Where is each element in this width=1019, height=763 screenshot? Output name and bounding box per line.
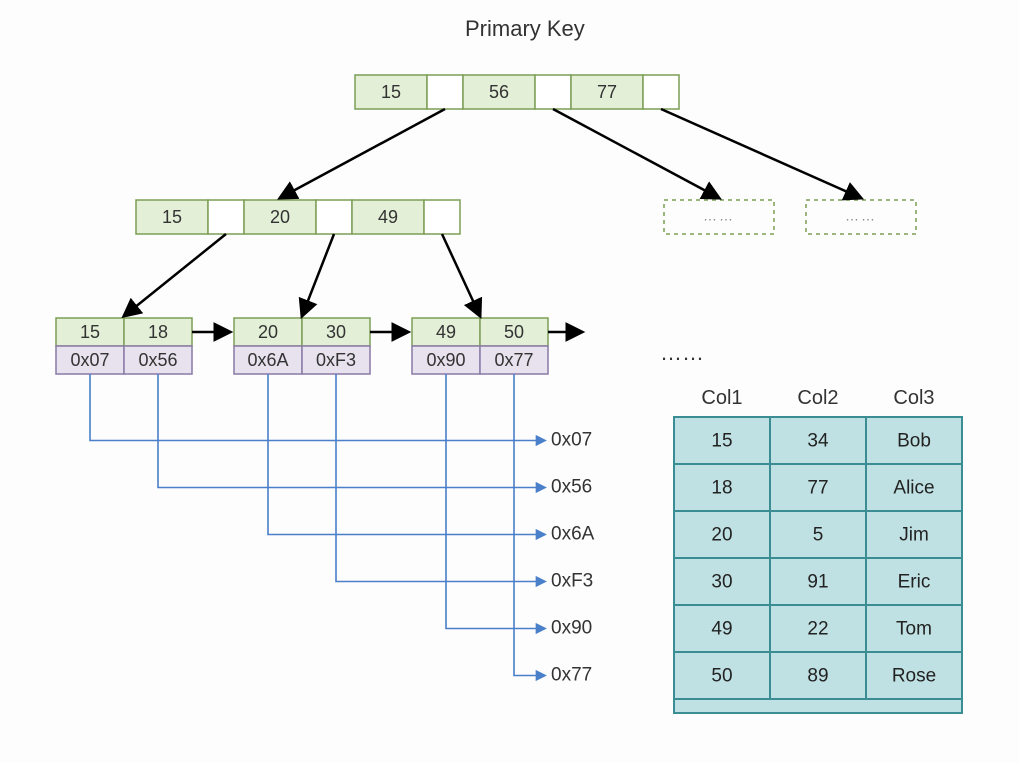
diagram-title: Primary Key — [465, 16, 585, 41]
table-cell-value: 34 — [807, 431, 829, 452]
table-cell-value: 18 — [711, 478, 732, 499]
row-address-label: 0x56 — [551, 477, 592, 498]
internal-key-value: 49 — [378, 207, 398, 227]
pointer-leaf-to-row — [268, 374, 545, 535]
leaf-key-value: 18 — [148, 322, 168, 342]
placeholder-text: …… — [845, 208, 877, 224]
arrow-internal-to-leaf — [442, 234, 480, 316]
table-cell-value: 49 — [711, 619, 732, 640]
leaf-addr-value: 0x56 — [138, 350, 177, 370]
leaf-key-value: 30 — [326, 322, 346, 342]
arrow-internal-to-leaf — [302, 234, 334, 316]
table-cell-value: 20 — [711, 525, 732, 546]
pointer-leaf-to-row — [158, 374, 545, 488]
table-cell-value: Rose — [892, 666, 936, 687]
root-key-value: 15 — [381, 82, 401, 102]
table-header: Col1 — [701, 387, 742, 409]
table-cell-value: Alice — [893, 478, 934, 499]
row-address-label: 0x90 — [551, 618, 592, 639]
table-cell-value: Tom — [896, 619, 932, 640]
root-ptr-cell — [427, 75, 463, 109]
arrow-root-to-placeholder — [553, 109, 719, 198]
table-cell-value: 91 — [807, 572, 828, 593]
row-address-label: 0xF3 — [551, 571, 593, 592]
table-cell-value: Jim — [899, 525, 929, 546]
ellipsis-text: …… — [660, 340, 704, 365]
row-address-label: 0x07 — [551, 430, 592, 451]
leaf-addr-value: 0xF3 — [316, 350, 356, 370]
table-cell-value: 30 — [711, 572, 732, 593]
internal-ptr-cell — [208, 200, 244, 234]
table-cell-value: Eric — [898, 572, 931, 593]
root-key-value: 77 — [597, 82, 617, 102]
row-address-label: 0x6A — [551, 524, 595, 545]
table-trailing — [674, 699, 962, 713]
table-cell-value: 5 — [813, 525, 824, 546]
table-cell-value: 15 — [711, 431, 732, 452]
table-header: Col3 — [893, 387, 934, 409]
table-cell-value: 89 — [807, 666, 828, 687]
leaf-addr-value: 0x90 — [426, 350, 465, 370]
pointer-leaf-to-row — [514, 374, 545, 676]
placeholder-text: …… — [703, 208, 735, 224]
btree-diagram: Primary Key 15 56 77 15 20 49 …… …… 15 0x07 18 0x56 2… — [0, 0, 1019, 763]
root-key-value: 56 — [489, 82, 509, 102]
leaf-key-value: 49 — [436, 322, 456, 342]
leaf-key-value: 15 — [80, 322, 100, 342]
leaf-key-value: 20 — [258, 322, 278, 342]
internal-key-value: 20 — [270, 207, 290, 227]
leaf-addr-value: 0x6A — [247, 350, 288, 370]
table-cell-value: 22 — [807, 619, 828, 640]
arrow-root-to-placeholder — [661, 109, 861, 198]
leaf-addr-value: 0x77 — [494, 350, 533, 370]
internal-ptr-cell — [424, 200, 460, 234]
table-cell-value: Bob — [897, 431, 931, 452]
arrow-root-to-internal — [280, 109, 445, 198]
root-ptr-cell — [643, 75, 679, 109]
leaf-addr-value: 0x07 — [70, 350, 109, 370]
internal-key-value: 15 — [162, 207, 182, 227]
pointer-leaf-to-row — [446, 374, 545, 629]
internal-ptr-cell — [316, 200, 352, 234]
root-ptr-cell — [535, 75, 571, 109]
table-cell-value: 77 — [807, 478, 828, 499]
arrow-internal-to-leaf — [124, 234, 226, 316]
leaf-key-value: 50 — [504, 322, 524, 342]
row-address-label: 0x77 — [551, 665, 592, 686]
table-header: Col2 — [797, 387, 838, 409]
table-cell-value: 50 — [711, 666, 732, 687]
